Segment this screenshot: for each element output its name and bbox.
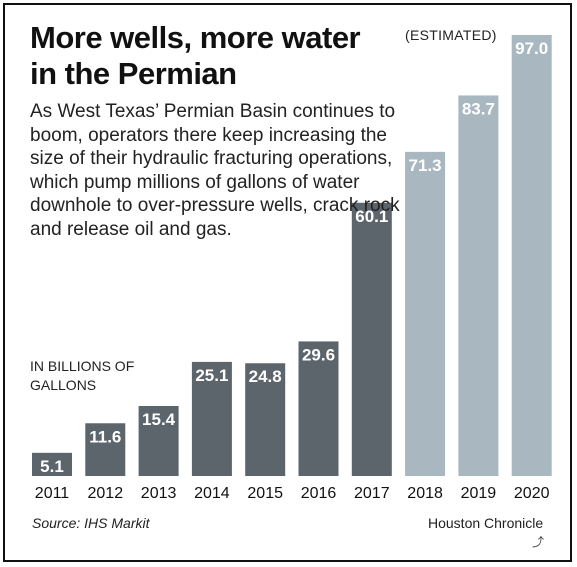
bar-2014 — [191, 361, 232, 476]
bar-2020 — [511, 35, 552, 476]
bar-2012 — [85, 423, 126, 476]
bar-2011 — [32, 452, 72, 476]
bar-value-label: 29.6 — [302, 345, 335, 364]
estimated-label: (ESTIMATED) — [405, 27, 497, 43]
bar-value-label: 60.1 — [355, 207, 388, 226]
bar-2013 — [138, 405, 179, 476]
source-note: Source: IHS Markit — [32, 515, 150, 531]
bar-value-label: 97.0 — [515, 39, 548, 58]
bar-value-label: 83.7 — [462, 99, 495, 118]
x-tick-label: 2016 — [301, 485, 337, 502]
bar-2019 — [458, 95, 499, 476]
bar-value-label: 24.8 — [249, 367, 282, 386]
bar-2016 — [298, 341, 339, 476]
x-tick-label: 2014 — [194, 485, 230, 502]
bar-2015 — [245, 363, 286, 476]
bar-value-label: 5.1 — [40, 457, 64, 476]
x-tick-label: 2017 — [354, 485, 390, 502]
x-tick-label: 2019 — [461, 485, 497, 502]
credit-line: Houston Chronicle — [428, 515, 544, 531]
bar-value-label: 71.3 — [409, 156, 442, 175]
bar-2018 — [405, 151, 446, 476]
share-icon[interactable]: ⤴ — [531, 535, 544, 549]
bar-value-label: 11.6 — [89, 427, 121, 446]
x-tick-label: 2018 — [407, 485, 443, 502]
x-tick-label: 2020 — [514, 485, 550, 502]
bar-2017 — [351, 202, 392, 477]
bar-value-label: 15.4 — [142, 410, 176, 429]
x-tick-label: 2015 — [247, 485, 283, 502]
chart-title: More wells, more water in the Permian — [30, 20, 361, 91]
units-label: IN BILLIONS OF GALLONS — [30, 358, 135, 393]
bar-value-label: 25.1 — [195, 366, 228, 385]
x-tick-label: 2011 — [35, 485, 70, 502]
chart-description: As West Texas’ Permian Basin continues t… — [30, 101, 400, 240]
x-tick-label: 2013 — [141, 485, 177, 502]
x-tick-label: 2012 — [88, 485, 124, 502]
